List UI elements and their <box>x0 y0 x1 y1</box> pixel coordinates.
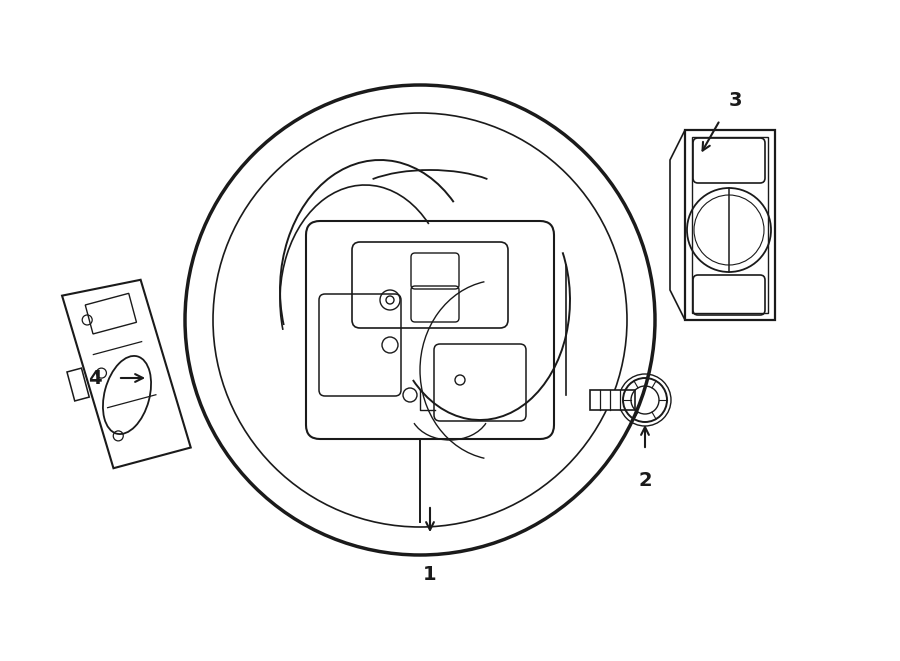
Circle shape <box>214 114 626 526</box>
Text: 4: 4 <box>88 368 102 387</box>
Text: 2: 2 <box>638 471 652 490</box>
Polygon shape <box>62 280 191 468</box>
Text: 1: 1 <box>423 566 436 584</box>
Polygon shape <box>685 130 775 320</box>
Text: 3: 3 <box>728 91 742 110</box>
Polygon shape <box>67 368 89 401</box>
Polygon shape <box>590 390 635 410</box>
Polygon shape <box>670 130 685 320</box>
